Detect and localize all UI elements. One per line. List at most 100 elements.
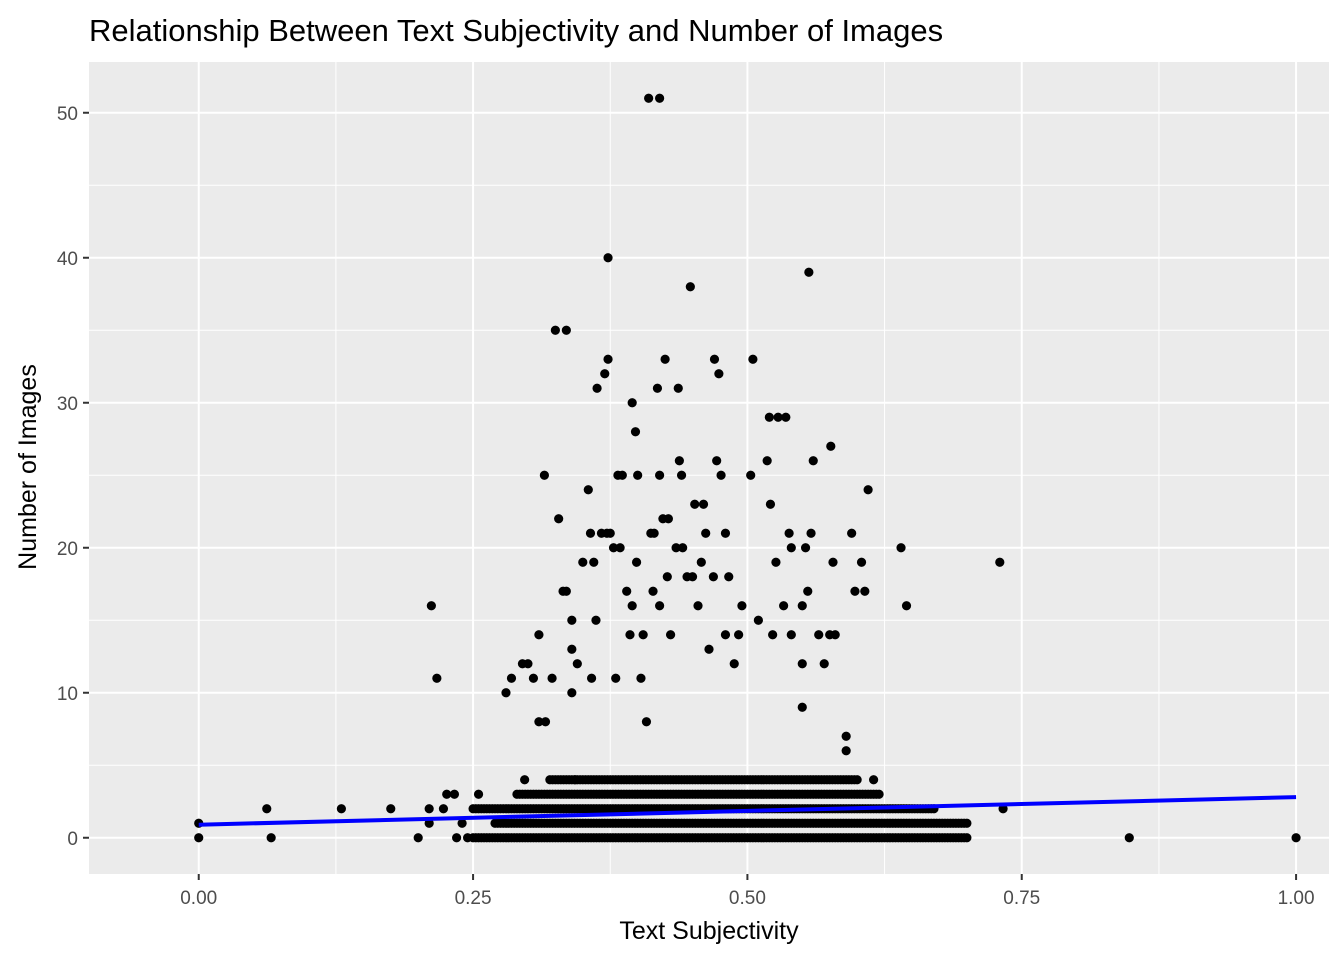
data-point xyxy=(737,601,747,611)
data-point xyxy=(561,325,571,335)
data-point xyxy=(649,528,659,538)
data-point xyxy=(734,630,744,640)
data-point xyxy=(336,804,346,814)
data-point xyxy=(638,630,648,640)
data-point xyxy=(426,601,436,611)
data-point xyxy=(413,833,423,843)
data-point xyxy=(600,369,610,379)
data-point xyxy=(962,833,972,843)
data-point xyxy=(583,485,593,495)
data-point xyxy=(262,804,272,814)
data-point xyxy=(1124,833,1134,843)
data-point xyxy=(860,586,870,596)
data-point xyxy=(716,470,726,480)
data-point xyxy=(808,456,818,466)
x-tick-label: 0.25 xyxy=(455,888,492,909)
plot-panel xyxy=(89,62,1329,874)
data-point xyxy=(534,717,544,727)
data-point xyxy=(696,557,706,567)
data-point xyxy=(800,543,811,553)
data-point xyxy=(631,557,642,567)
data-point xyxy=(714,369,724,379)
data-point xyxy=(662,572,672,582)
data-point xyxy=(797,702,807,712)
data-point xyxy=(803,586,813,596)
data-point xyxy=(605,528,615,538)
data-point xyxy=(768,630,778,640)
data-point xyxy=(539,470,549,480)
data-point xyxy=(665,630,676,640)
data-point xyxy=(764,412,774,422)
data-point xyxy=(830,630,840,640)
y-tick-label: 20 xyxy=(57,539,78,560)
data-point xyxy=(698,499,709,509)
x-axis-title: Text Subjectivity xyxy=(619,917,799,945)
data-point xyxy=(523,659,533,669)
x-tick-label: 1.00 xyxy=(1278,888,1315,909)
data-point xyxy=(589,557,599,567)
data-point xyxy=(869,775,879,785)
data-point xyxy=(586,673,597,683)
trend-line xyxy=(198,795,1297,827)
data-point xyxy=(753,615,763,625)
data-point xyxy=(687,572,698,582)
x-tick-label: 0.75 xyxy=(1003,888,1040,909)
data-point xyxy=(674,456,684,466)
data-point xyxy=(841,731,851,741)
data-point xyxy=(432,673,442,683)
data-point xyxy=(863,485,873,495)
data-point xyxy=(673,383,683,393)
data-point xyxy=(841,746,851,756)
data-point xyxy=(655,470,665,480)
data-point xyxy=(603,354,613,364)
data-point xyxy=(762,456,772,466)
data-point xyxy=(724,572,734,582)
data-point xyxy=(678,543,688,553)
data-point xyxy=(625,630,635,640)
data-point xyxy=(617,470,627,480)
data-point xyxy=(611,673,621,683)
data-point xyxy=(708,572,718,582)
data-point xyxy=(386,804,396,814)
data-point xyxy=(765,499,776,509)
data-point xyxy=(627,601,637,611)
data-point xyxy=(655,93,665,103)
data-point xyxy=(676,470,687,480)
data-point xyxy=(779,601,789,611)
data-point xyxy=(648,586,658,596)
data-points xyxy=(194,93,1301,843)
data-point xyxy=(781,412,791,422)
data-point xyxy=(806,528,816,538)
data-point xyxy=(547,673,557,683)
data-point xyxy=(567,644,577,654)
data-point xyxy=(712,456,722,466)
data-point xyxy=(636,673,646,683)
data-point xyxy=(995,557,1005,567)
data-point xyxy=(693,601,703,611)
data-point xyxy=(797,659,807,669)
data-point xyxy=(729,659,739,669)
data-point xyxy=(771,557,781,567)
y-axis-title: Number of Images xyxy=(14,364,42,570)
x-tick-label: 0.00 xyxy=(180,888,217,909)
data-point xyxy=(567,688,577,698)
y-axis-ticks: 0 10 20 30 40 50 xyxy=(57,104,89,850)
data-point xyxy=(690,499,700,509)
data-point xyxy=(819,659,829,669)
data-point xyxy=(561,586,571,596)
data-point xyxy=(828,557,838,567)
data-point xyxy=(663,514,673,524)
data-point xyxy=(797,601,807,611)
data-point xyxy=(874,789,884,799)
data-point xyxy=(748,354,758,364)
data-point xyxy=(630,427,641,437)
data-point xyxy=(852,775,862,785)
data-point xyxy=(572,659,582,669)
data-point xyxy=(685,282,695,292)
data-point xyxy=(570,775,580,785)
y-tick-label: 50 xyxy=(57,104,78,125)
data-point xyxy=(622,586,632,596)
data-point xyxy=(660,354,670,364)
chart-title: Relationship Between Text Subjectivity a… xyxy=(89,13,943,48)
data-point xyxy=(856,557,867,567)
